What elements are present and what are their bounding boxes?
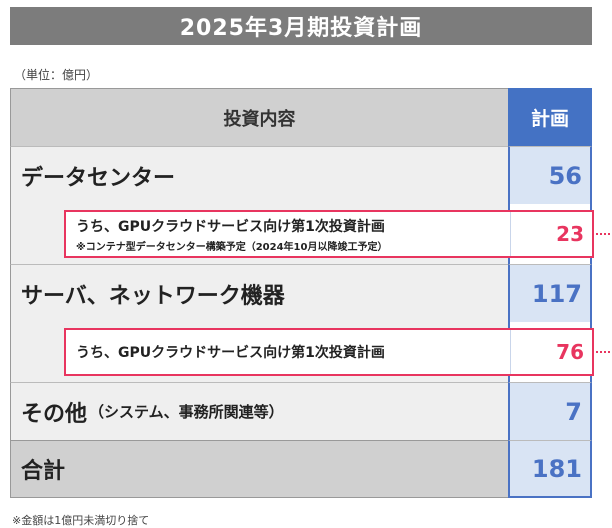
datacenter-sub-note: ※コンテナ型データセンター構築予定（2024年10月以降竣工予定） <box>76 241 388 253</box>
server-sub-label: うち、GPUクラウドサービス向け第1次投資計画 <box>76 345 385 361</box>
table-row-datacenter: データセンター 56 <box>10 146 592 204</box>
other-label: その他 <box>21 401 88 427</box>
datacenter-label: データセンター <box>10 146 508 204</box>
dotted-connector <box>596 351 612 353</box>
total-label: 合計 <box>10 440 508 498</box>
table-row-other: その他 （システム、事務所関連等） 7 <box>10 382 592 440</box>
table-row-server: サーバ、ネットワーク機器 117 <box>10 264 592 322</box>
total-value: 181 <box>508 440 592 498</box>
other-value: 7 <box>508 382 592 440</box>
header-plan-label: 計画 <box>508 88 592 146</box>
highlight-box-datacenter-gpu: うち、GPUクラウドサービス向け第1次投資計画 ※コンテナ型データセンター構築予… <box>64 210 594 258</box>
datacenter-sub-value: 23 <box>556 222 584 246</box>
server-value: 117 <box>508 264 592 322</box>
table-row-datacenter-sub: うち、GPUクラウドサービス向け第1次投資計画 ※コンテナ型データセンター構築予… <box>10 204 612 264</box>
datacenter-value: 56 <box>508 146 592 204</box>
investment-plan-table: 投資内容 計画 データセンター 56 うち、GPUクラウドサービス向け第1次投資… <box>10 88 612 498</box>
datacenter-sub-label: うち、GPUクラウドサービス向け第1次投資計画 <box>76 218 385 235</box>
other-note: （システム、事務所関連等） <box>89 403 284 421</box>
page-title: 2025年3月期投資計画 <box>10 7 592 45</box>
table-row-total: 合計 181 <box>10 440 592 498</box>
dotted-connector <box>596 233 612 235</box>
server-sub-value: 76 <box>556 340 584 364</box>
unit-note: （単位：億円） <box>14 68 99 82</box>
table-row-server-sub: うち、GPUクラウドサービス向け第1次投資計画 76 <box>10 322 612 382</box>
highlight-box-server-gpu: うち、GPUクラウドサービス向け第1次投資計画 76 <box>64 328 594 376</box>
footnote: ※金額は1億円未満切り捨て <box>12 514 150 527</box>
header-content-label: 投資内容 <box>10 88 508 146</box>
server-label: サーバ、ネットワーク機器 <box>10 264 508 322</box>
table-header-row: 投資内容 計画 <box>10 88 592 146</box>
